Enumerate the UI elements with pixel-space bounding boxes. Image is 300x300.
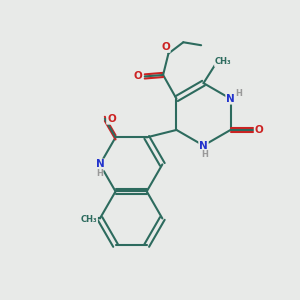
Text: N: N [96,159,104,170]
Text: H: H [202,150,208,159]
Text: O: O [255,125,264,135]
Text: O: O [134,71,142,81]
Text: N: N [199,140,208,151]
Text: CH₃: CH₃ [81,215,97,224]
Text: CH₃: CH₃ [215,57,231,66]
Text: O: O [107,114,116,124]
Text: N: N [226,94,235,104]
Text: H: H [236,89,242,98]
Text: H: H [96,169,103,178]
Text: O: O [161,42,170,52]
